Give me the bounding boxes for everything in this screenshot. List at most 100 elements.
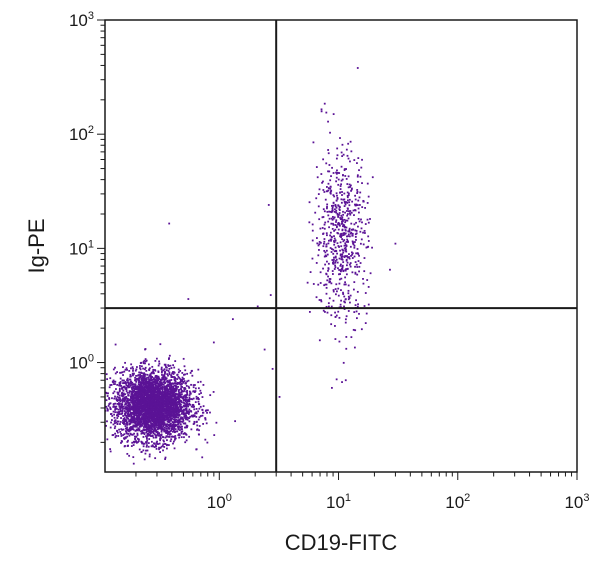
- scatter-point: [327, 275, 329, 278]
- scatter-point: [131, 383, 134, 386]
- scatter-point: [159, 423, 162, 426]
- scatter-point: [331, 166, 333, 169]
- scatter-point: [111, 380, 114, 383]
- scatter-point: [125, 423, 127, 425]
- scatter-point: [138, 385, 141, 387]
- scatter-point: [197, 368, 200, 371]
- scatter-point: [168, 222, 171, 225]
- scatter-point: [163, 395, 166, 398]
- scatter-point: [163, 396, 166, 399]
- scatter-point: [348, 227, 351, 230]
- scatter-point: [180, 420, 183, 423]
- scatter-point: [342, 174, 344, 177]
- scatter-point: [173, 366, 176, 369]
- scatter-point: [120, 406, 123, 409]
- scatter-point: [152, 368, 155, 371]
- scatter-point: [166, 402, 169, 405]
- scatter-point: [325, 162, 328, 165]
- scatter-point: [116, 429, 118, 432]
- scatter-point: [145, 387, 148, 390]
- scatter-point: [129, 411, 132, 414]
- scatter-point: [339, 306, 342, 308]
- scatter-point: [329, 234, 332, 237]
- scatter-point: [167, 432, 169, 435]
- scatter-point: [348, 230, 351, 233]
- scatter-point: [157, 400, 160, 403]
- scatter-point: [334, 288, 337, 290]
- scatter-point: [150, 376, 153, 378]
- scatter-point: [335, 206, 338, 209]
- scatter-point: [185, 439, 188, 442]
- scatter-point: [358, 265, 361, 268]
- scatter-point: [116, 403, 119, 405]
- scatter-point: [318, 218, 321, 221]
- scatter-point: [120, 371, 123, 374]
- scatter-point: [356, 174, 359, 177]
- scatter-point: [178, 391, 181, 394]
- scatter-point: [150, 371, 153, 374]
- scatter-point: [118, 396, 121, 399]
- scatter-point: [144, 362, 146, 365]
- scatter-point: [146, 413, 149, 416]
- scatter-point: [152, 400, 155, 402]
- scatter-point: [165, 423, 168, 426]
- scatter-point: [357, 180, 359, 183]
- scatter-point: [119, 408, 122, 411]
- scatter-point: [152, 377, 155, 380]
- scatter-point: [160, 371, 163, 374]
- scatter-point: [126, 402, 129, 404]
- scatter-point: [170, 411, 173, 414]
- scatter-point: [129, 413, 132, 416]
- scatter-point: [135, 386, 138, 389]
- scatter-point: [330, 222, 333, 225]
- scatter-point: [142, 372, 145, 375]
- scatter-point: [144, 403, 147, 406]
- scatter-point: [163, 394, 166, 397]
- scatter-point: [159, 380, 162, 383]
- scatter-point: [162, 383, 165, 386]
- scatter-point: [153, 392, 156, 395]
- scatter-point: [317, 193, 320, 195]
- scatter-point: [172, 424, 175, 427]
- scatter-point: [357, 303, 359, 306]
- scatter-point: [109, 448, 112, 450]
- scatter-point: [329, 192, 332, 195]
- scatter-point: [122, 395, 124, 397]
- scatter-point: [114, 436, 117, 439]
- scatter-point: [326, 253, 329, 256]
- scatter-point: [343, 256, 346, 259]
- scatter-point: [135, 392, 137, 395]
- scatter-point: [348, 256, 350, 258]
- scatter-point: [135, 396, 137, 399]
- scatter-point: [345, 219, 347, 222]
- scatter-point: [338, 246, 340, 248]
- scatter-point: [166, 386, 168, 389]
- scatter-point: [326, 207, 328, 210]
- scatter-point: [149, 420, 152, 423]
- scatter-point: [339, 233, 342, 236]
- scatter-point: [171, 391, 174, 394]
- scatter-point: [129, 384, 132, 387]
- scatter-point: [177, 403, 180, 406]
- scatter-point: [185, 418, 187, 421]
- scatter-point: [145, 431, 148, 434]
- scatter-point: [169, 386, 172, 389]
- scatter-point: [308, 221, 311, 224]
- scatter-point: [109, 407, 112, 410]
- scatter-point: [121, 410, 124, 412]
- scatter-point: [171, 421, 174, 424]
- scatter-point: [116, 411, 119, 414]
- scatter-point: [204, 410, 207, 412]
- scatter-point: [156, 431, 159, 433]
- scatter-point: [161, 391, 164, 393]
- scatter-point: [326, 205, 328, 208]
- scatter-point: [140, 401, 143, 404]
- scatter-point: [344, 269, 347, 272]
- scatter-point: [361, 182, 363, 185]
- scatter-point: [156, 428, 159, 431]
- scatter-point: [155, 387, 157, 389]
- scatter-point: [154, 409, 157, 412]
- scatter-point: [167, 364, 170, 367]
- scatter-point: [178, 436, 181, 439]
- scatter-point: [195, 395, 198, 398]
